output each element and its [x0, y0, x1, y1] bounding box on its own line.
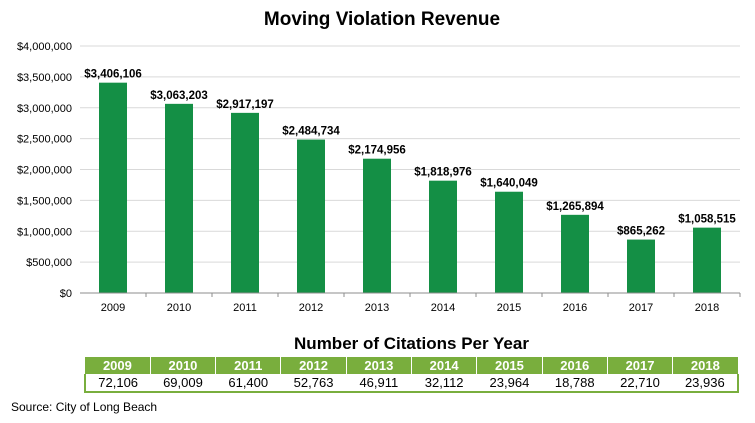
table-citation-count: 52,763	[280, 374, 347, 393]
bar-data-label: $3,406,106	[84, 69, 142, 81]
x-tick-label: 2013	[365, 302, 389, 314]
table-year-header: 2011	[215, 357, 282, 374]
table-year-header: 2009	[85, 357, 151, 374]
years-header-row: 2009 2010 2011 2012 2013 2014 2015 2016 2017 2018	[85, 357, 739, 374]
table-year-header: 2013	[346, 357, 412, 374]
revenue-chart: Moving Violation Revenue $3,406,106 $3,06…	[17, 9, 741, 314]
table-citation-count: 23,964	[476, 374, 543, 393]
y-tick-label: $1,500,000	[17, 195, 72, 207]
table-title: Number of Citations Per Year	[294, 334, 529, 353]
x-tick-label: 2011	[233, 302, 257, 314]
x-tick-label: 2012	[299, 302, 323, 314]
y-tick-label: $3,500,000	[17, 72, 72, 84]
bar	[627, 239, 655, 293]
table-citation-count: 72,106	[83, 374, 151, 393]
bar-data-label: $1,265,894	[546, 201, 604, 213]
x-tick-label: 2014	[431, 302, 455, 314]
axes: $0 $500,000 $1,000,000 $1,500,000 $2,000,000…	[17, 41, 741, 314]
bar	[165, 103, 193, 293]
y-tick-label: $1,000,000	[17, 226, 72, 238]
bar-data-label: $3,063,203	[150, 90, 208, 102]
table-citation-count: 22,710	[607, 374, 673, 393]
y-tick-label: $4,000,000	[17, 41, 72, 53]
y-tick-label: $0	[60, 288, 72, 300]
y-tick-label: $3,000,000	[17, 103, 72, 115]
table-citation-count: 69,009	[150, 374, 216, 393]
data-labels: $3,406,106 $3,063,203 $2,917,197 $2,484,734…	[84, 69, 736, 238]
bars	[99, 82, 721, 294]
bar	[297, 139, 325, 293]
bar	[231, 112, 259, 293]
bar-data-label: $2,174,956	[348, 145, 406, 157]
x-tick-label: 2018	[695, 302, 719, 314]
table-year-header: 2010	[150, 357, 217, 374]
bar	[693, 227, 721, 293]
y-tick-label: $2,500,000	[17, 134, 72, 146]
bar-data-label: $1,640,049	[480, 178, 538, 190]
bar-data-label: $1,818,976	[414, 167, 472, 179]
y-tick-label: $500,000	[26, 257, 72, 269]
table-citation-count: 32,112	[411, 374, 477, 393]
y-tick-label: $2,000,000	[17, 165, 72, 177]
table-year-header: 2018	[672, 357, 739, 374]
bar-data-label: $865,262	[617, 226, 665, 238]
chart-title: Moving Violation Revenue	[264, 9, 500, 30]
table-citation-count: 61,400	[215, 374, 281, 393]
x-tick-label: 2009	[101, 302, 125, 314]
citations-table: 2009 2010 2011 2012 2013 2014 2015 2016 2017 2018…	[83, 357, 740, 393]
table-citation-count: 18,788	[542, 374, 608, 393]
bar-data-label: $2,484,734	[282, 126, 340, 138]
table-year-header: 2015	[476, 357, 543, 374]
bar	[99, 82, 127, 294]
table-year-header: 2014	[411, 357, 478, 374]
citations-count-row: 72,106 69,009 61,400 52,763 46,911 32,112 23,9…	[83, 374, 740, 393]
table-year-header: 2012	[280, 357, 347, 374]
table-year-header: 2016	[542, 357, 608, 374]
bar-data-label: $2,917,197	[216, 99, 274, 111]
bar-data-label: $1,058,515	[678, 214, 736, 226]
x-tick-label: 2017	[629, 302, 653, 314]
table-citation-count: 23,936	[672, 374, 740, 393]
bar	[561, 214, 589, 293]
x-tick-label: 2015	[497, 302, 521, 314]
bar	[429, 180, 457, 293]
bar	[363, 158, 391, 293]
x-tick-label: 2010	[167, 302, 191, 314]
x-tick-label: 2016	[563, 302, 587, 314]
table-citation-count: 46,911	[346, 374, 412, 393]
table-year-header: 2017	[607, 357, 674, 374]
bar	[495, 191, 523, 293]
source-note: Source: City of Long Beach	[11, 400, 158, 414]
